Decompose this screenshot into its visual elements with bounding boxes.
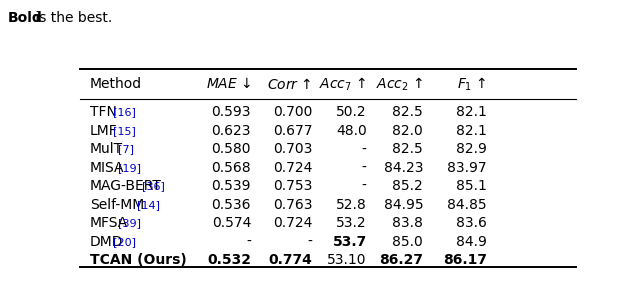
Text: 85.1: 85.1: [456, 179, 486, 193]
Text: 0.536: 0.536: [212, 198, 251, 212]
Text: 0.763: 0.763: [273, 198, 312, 212]
Text: 0.677: 0.677: [273, 124, 312, 138]
Text: $\mathit{MAE}$ ↓: $\mathit{MAE}$ ↓: [205, 77, 251, 91]
Text: 0.574: 0.574: [212, 216, 251, 230]
Text: 82.5: 82.5: [392, 106, 423, 119]
Text: -: -: [362, 142, 367, 157]
Text: 82.1: 82.1: [456, 106, 486, 119]
Text: 84.9: 84.9: [456, 235, 486, 249]
Text: [15]: [15]: [113, 126, 136, 136]
Text: 50.2: 50.2: [336, 106, 367, 119]
Text: is the best.: is the best.: [31, 11, 112, 25]
Text: [19]: [19]: [118, 163, 141, 173]
Text: $\mathit{Acc}_{7}$ ↑: $\mathit{Acc}_{7}$ ↑: [319, 76, 367, 93]
Text: 0.753: 0.753: [273, 179, 312, 193]
Text: 83.97: 83.97: [447, 161, 486, 175]
Text: 84.85: 84.85: [447, 198, 486, 212]
Text: 0.724: 0.724: [273, 216, 312, 230]
Text: 85.0: 85.0: [392, 235, 423, 249]
Text: 0.700: 0.700: [273, 106, 312, 119]
Text: Method: Method: [90, 77, 142, 91]
Text: 0.580: 0.580: [212, 142, 251, 157]
Text: TCAN (Ours): TCAN (Ours): [90, 253, 187, 267]
Text: 0.703: 0.703: [273, 142, 312, 157]
Text: 52.8: 52.8: [336, 198, 367, 212]
Text: 85.2: 85.2: [392, 179, 423, 193]
Text: [7]: [7]: [118, 144, 134, 154]
Text: TFN: TFN: [90, 106, 116, 119]
Text: 0.623: 0.623: [212, 124, 251, 138]
Text: 0.774: 0.774: [268, 253, 312, 267]
Text: 82.5: 82.5: [392, 142, 423, 157]
Text: MISA: MISA: [90, 161, 124, 175]
Text: LMF: LMF: [90, 124, 118, 138]
Text: [39]: [39]: [118, 218, 141, 228]
Text: Self-MM: Self-MM: [90, 198, 144, 212]
Text: 82.1: 82.1: [456, 124, 486, 138]
Text: DMD: DMD: [90, 235, 124, 249]
Text: 53.10: 53.10: [327, 253, 367, 267]
Text: -: -: [362, 179, 367, 193]
Text: 0.532: 0.532: [207, 253, 251, 267]
Text: 84.95: 84.95: [383, 198, 423, 212]
Text: [36]: [36]: [141, 181, 164, 191]
Text: 0.593: 0.593: [212, 106, 251, 119]
Text: 84.23: 84.23: [384, 161, 423, 175]
Text: [20]: [20]: [113, 237, 136, 247]
Text: 83.6: 83.6: [456, 216, 486, 230]
Text: -: -: [246, 235, 251, 249]
Text: Bold: Bold: [8, 11, 42, 25]
Text: MulT: MulT: [90, 142, 123, 157]
Text: $\mathit{F}_{1}$ ↑: $\mathit{F}_{1}$ ↑: [457, 76, 486, 93]
Text: 48.0: 48.0: [336, 124, 367, 138]
Text: 82.9: 82.9: [456, 142, 486, 157]
Text: MFSA: MFSA: [90, 216, 128, 230]
Text: $\mathit{Corr}$ ↑: $\mathit{Corr}$ ↑: [268, 77, 312, 91]
Text: 0.539: 0.539: [212, 179, 251, 193]
Text: 82.0: 82.0: [392, 124, 423, 138]
Text: -: -: [307, 235, 312, 249]
Text: 53.7: 53.7: [332, 235, 367, 249]
Text: 0.724: 0.724: [273, 161, 312, 175]
Text: [14]: [14]: [136, 200, 159, 210]
Text: 0.568: 0.568: [211, 161, 251, 175]
Text: [16]: [16]: [113, 107, 136, 118]
Text: MAG-BERT: MAG-BERT: [90, 179, 162, 193]
Text: -: -: [362, 161, 367, 175]
Text: 86.27: 86.27: [380, 253, 423, 267]
Text: 53.2: 53.2: [336, 216, 367, 230]
Text: 86.17: 86.17: [443, 253, 486, 267]
Text: $\mathit{Acc}_{2}$ ↑: $\mathit{Acc}_{2}$ ↑: [376, 76, 423, 93]
Text: 83.8: 83.8: [392, 216, 423, 230]
